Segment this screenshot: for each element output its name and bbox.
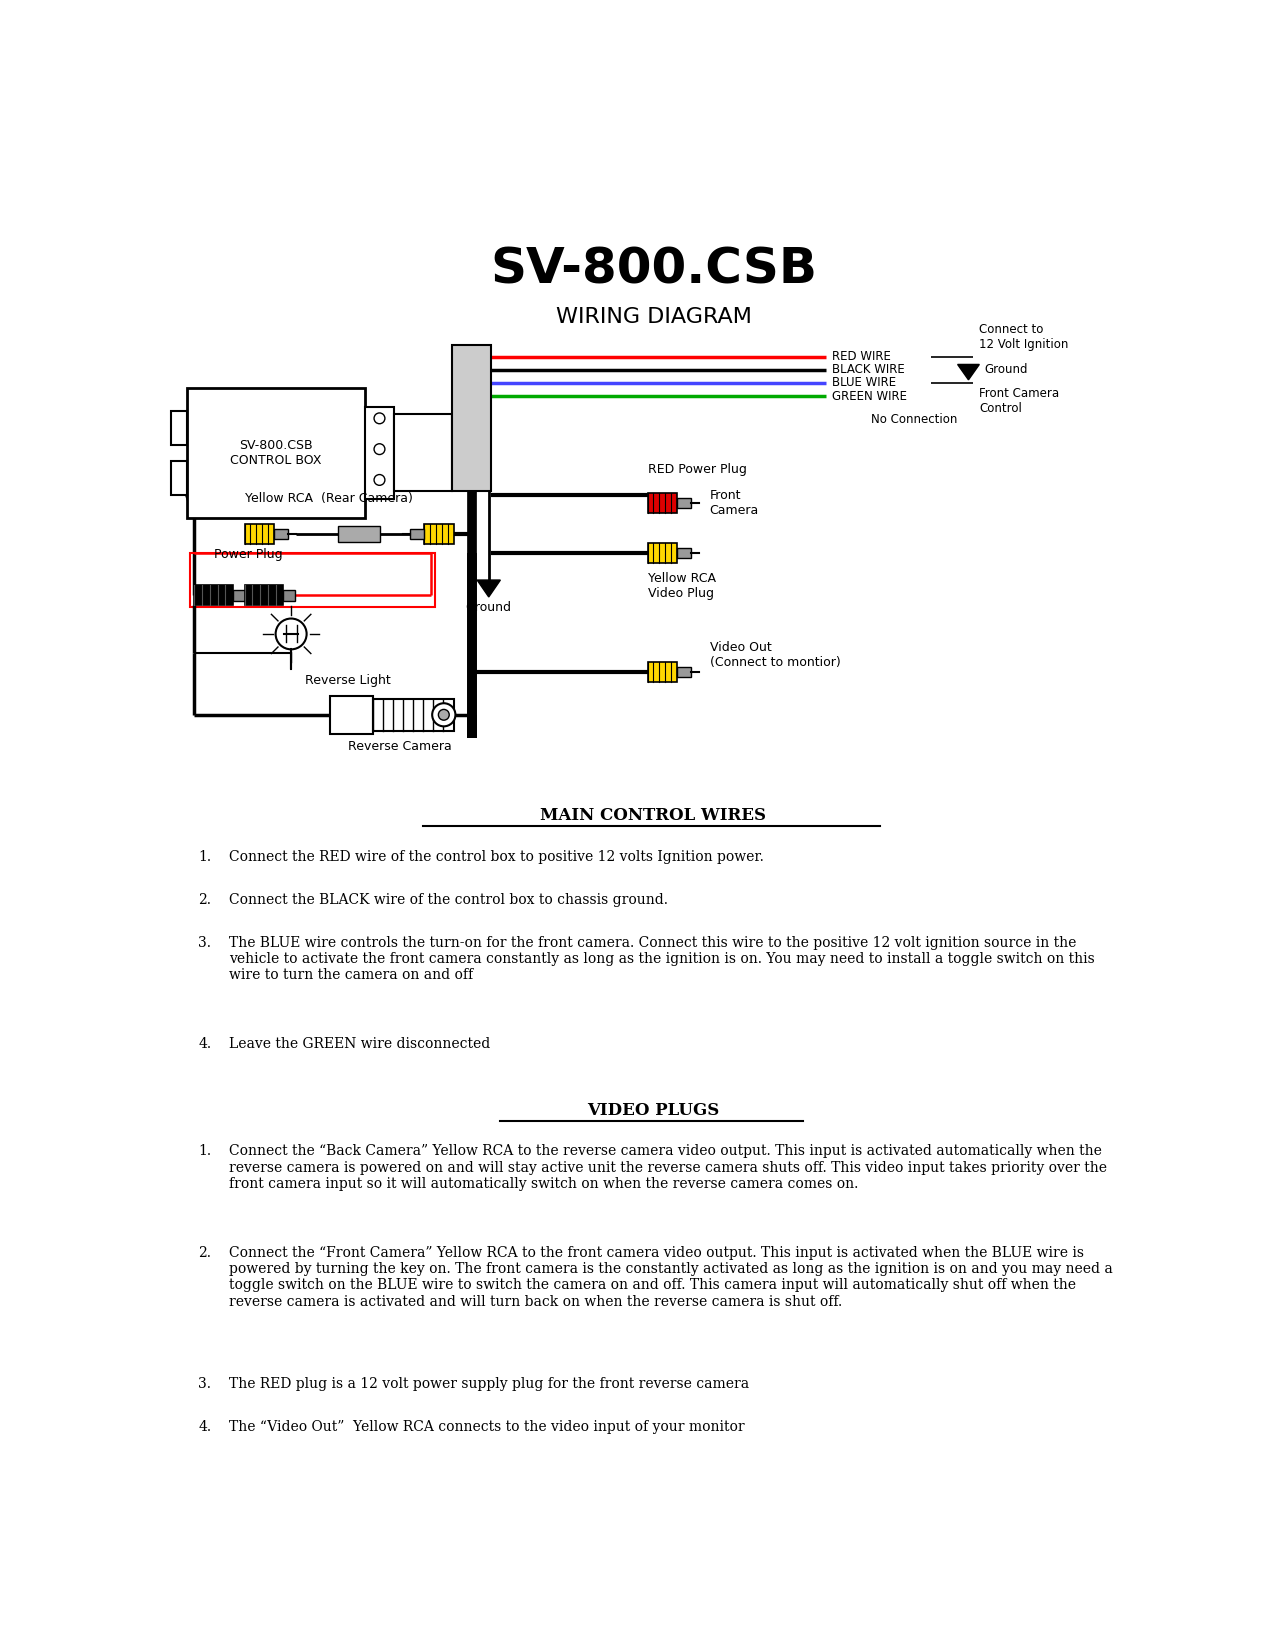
- Bar: [171, 411, 186, 446]
- Text: WIRING DIAGRAM: WIRING DIAGRAM: [556, 307, 751, 327]
- Text: Ground: Ground: [465, 601, 511, 614]
- Bar: [171, 461, 186, 495]
- Text: VIDEO PLUGS: VIDEO PLUGS: [588, 1103, 719, 1119]
- Text: 2.: 2.: [198, 1247, 212, 1260]
- Bar: [425, 523, 454, 543]
- Text: 3.: 3.: [198, 936, 212, 949]
- Circle shape: [432, 703, 455, 726]
- Polygon shape: [958, 365, 979, 380]
- Bar: [411, 528, 425, 538]
- Text: The BLUE wire controls the turn-on for the front camera. Connect this wire to th: The BLUE wire controls the turn-on for t…: [230, 936, 1095, 982]
- Bar: [245, 523, 274, 543]
- Text: SV-800.CSB: SV-800.CSB: [490, 244, 817, 294]
- Text: 1.: 1.: [198, 1144, 212, 1159]
- Text: Reverse Light: Reverse Light: [305, 674, 391, 687]
- Text: BLACK WIRE: BLACK WIRE: [833, 363, 905, 376]
- Text: 4.: 4.: [198, 1420, 212, 1435]
- Text: RED WIRE: RED WIRE: [833, 350, 891, 363]
- Text: The “Video Out”  Yellow RCA connects to the video input of your monitor: The “Video Out” Yellow RCA connects to t…: [230, 1420, 745, 1435]
- Text: Video Out
(Connect to montior): Video Out (Connect to montior): [710, 641, 840, 669]
- Polygon shape: [477, 580, 500, 598]
- Circle shape: [374, 444, 385, 454]
- Text: RED Power Plug: RED Power Plug: [648, 462, 746, 475]
- Bar: [648, 543, 677, 563]
- Text: Connect the “Back Camera” Yellow RCA to the reverse camera video output. This in: Connect the “Back Camera” Yellow RCA to …: [230, 1144, 1107, 1190]
- Bar: [677, 667, 691, 677]
- Text: 4.: 4.: [198, 1037, 212, 1052]
- Circle shape: [374, 413, 385, 424]
- Bar: [453, 345, 491, 492]
- Text: Connect to
12 Volt Ignition: Connect to 12 Volt Ignition: [979, 322, 1068, 350]
- Text: No Connection: No Connection: [871, 413, 958, 426]
- Text: Connect the RED wire of the control box to positive 12 volts Ignition power.: Connect the RED wire of the control box …: [230, 850, 764, 863]
- Bar: [283, 589, 295, 601]
- Bar: [365, 406, 394, 499]
- Text: Connect the “Front Camera” Yellow RCA to the front camera video output. This inp: Connect the “Front Camera” Yellow RCA to…: [230, 1247, 1113, 1309]
- Text: GREEN WIRE: GREEN WIRE: [833, 390, 907, 403]
- Text: Ground: Ground: [984, 363, 1028, 376]
- Text: 3.: 3.: [198, 1377, 212, 1392]
- Text: Power Plug: Power Plug: [214, 548, 282, 561]
- Bar: [648, 494, 677, 513]
- Bar: [394, 414, 453, 492]
- Bar: [233, 589, 245, 601]
- Text: 1.: 1.: [198, 850, 212, 863]
- Circle shape: [275, 619, 306, 649]
- Bar: [190, 553, 435, 608]
- Circle shape: [374, 474, 385, 485]
- Bar: [274, 528, 288, 538]
- Text: Connect the BLACK wire of the control box to chassis ground.: Connect the BLACK wire of the control bo…: [230, 893, 668, 906]
- Text: Reverse Camera: Reverse Camera: [348, 740, 451, 753]
- Bar: [194, 586, 233, 606]
- Text: MAIN CONTROL WIRES: MAIN CONTROL WIRES: [541, 807, 766, 824]
- Bar: [648, 662, 677, 682]
- Text: Front
Camera: Front Camera: [710, 489, 759, 517]
- Bar: [677, 499, 691, 509]
- Text: Front Camera
Control: Front Camera Control: [979, 386, 1060, 414]
- Bar: [245, 586, 283, 606]
- Text: Leave the GREEN wire disconnected: Leave the GREEN wire disconnected: [230, 1037, 491, 1052]
- Bar: [186, 388, 365, 518]
- Text: Yellow RCA  (Rear Camera): Yellow RCA (Rear Camera): [245, 492, 413, 505]
- Text: BLUE WIRE: BLUE WIRE: [833, 376, 896, 390]
- Bar: [372, 698, 454, 731]
- Text: Yellow RCA
Video Plug: Yellow RCA Video Plug: [648, 573, 715, 601]
- Bar: [677, 548, 691, 558]
- Circle shape: [439, 710, 449, 720]
- Text: SV-800.CSB
CONTROL BOX: SV-800.CSB CONTROL BOX: [230, 439, 321, 467]
- Text: 2.: 2.: [198, 893, 212, 906]
- Bar: [338, 527, 380, 542]
- Bar: [330, 695, 372, 735]
- Text: The RED plug is a 12 volt power supply plug for the front reverse camera: The RED plug is a 12 volt power supply p…: [230, 1377, 750, 1392]
